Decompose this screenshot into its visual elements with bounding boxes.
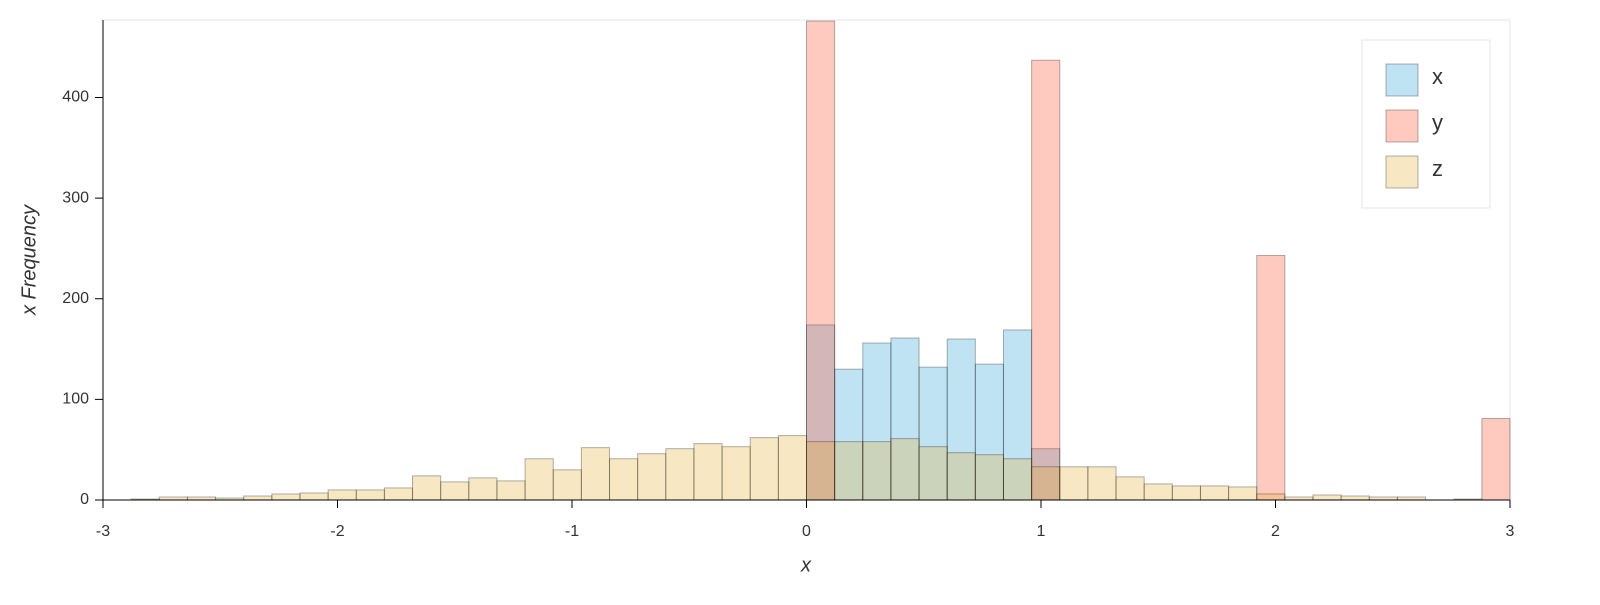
histogram-bar [946, 452, 976, 501]
histogram-bar [299, 492, 329, 501]
histogram-bar [440, 481, 470, 501]
y-tick-label: 200 [62, 290, 89, 307]
legend-label: x [1432, 64, 1443, 89]
histogram-bar [637, 453, 667, 501]
y-tick-label: 400 [62, 89, 89, 106]
histogram-bar [918, 446, 948, 501]
y-tick-label: 300 [62, 189, 89, 206]
legend-swatch [1385, 109, 1419, 143]
x-tick-label: -2 [330, 523, 344, 540]
x-tick-label: 2 [1271, 523, 1280, 540]
histogram-bar [1059, 466, 1089, 501]
histogram-bar [1115, 476, 1145, 501]
x-tick-label: -1 [565, 523, 579, 540]
histogram-bar [580, 447, 611, 501]
histogram-bar [974, 363, 1004, 501]
histogram-bar [665, 448, 695, 501]
histogram-bar [1340, 495, 1370, 501]
y-tick-label: 100 [62, 391, 89, 408]
y-axis-label: x Frequency [18, 204, 40, 316]
histogram-bar [243, 495, 273, 501]
x-tick-label: -3 [96, 523, 110, 540]
x-tick-label: 3 [1506, 523, 1515, 540]
histogram-bar [806, 20, 836, 501]
histogram-bar [524, 458, 554, 501]
histogram-bar [552, 469, 582, 501]
legend-swatch [1385, 155, 1419, 189]
legend-swatch [1385, 63, 1419, 97]
histogram-bar [890, 438, 920, 501]
histogram-bar [1199, 485, 1230, 501]
x-axis-label: x [800, 554, 812, 576]
histogram-bar [918, 366, 948, 501]
histogram-bar [1171, 485, 1201, 501]
y-tick-label: 0 [80, 491, 89, 508]
histogram-bar [1002, 458, 1033, 501]
histogram-bar [468, 477, 498, 501]
legend-label: y [1432, 110, 1443, 135]
histogram-bar [412, 475, 442, 501]
histogram-bar [355, 489, 385, 501]
histogram-bar [1312, 494, 1342, 501]
histogram-bar [1087, 466, 1117, 501]
histogram-bar [1031, 59, 1061, 501]
histogram-bar [693, 443, 723, 501]
histogram-bar [1228, 486, 1258, 501]
histogram-bar [974, 454, 1004, 501]
legend-label: z [1432, 156, 1443, 181]
histogram-bar [946, 338, 976, 501]
histogram-bar [1256, 493, 1286, 501]
histogram-bar [777, 435, 807, 501]
histogram-bar [1481, 417, 1511, 501]
legend-box [1361, 39, 1491, 209]
x-tick-label: 0 [802, 523, 811, 540]
histogram-bar [327, 489, 357, 501]
histogram-bar [862, 441, 892, 501]
histogram-bar [271, 493, 301, 501]
histogram-bar [383, 487, 414, 501]
histogram-bar [749, 437, 779, 501]
histogram-bar [1256, 254, 1286, 501]
histogram-bar [496, 480, 526, 501]
histogram-bar [834, 441, 864, 501]
histogram-bar [1002, 329, 1033, 501]
histogram-bar [806, 441, 836, 501]
histogram-bar [1143, 483, 1173, 501]
x-tick-label: 1 [1037, 523, 1046, 540]
histogram-bar [721, 446, 751, 501]
histogram-bar [609, 458, 639, 501]
histogram-bar [1031, 466, 1061, 501]
